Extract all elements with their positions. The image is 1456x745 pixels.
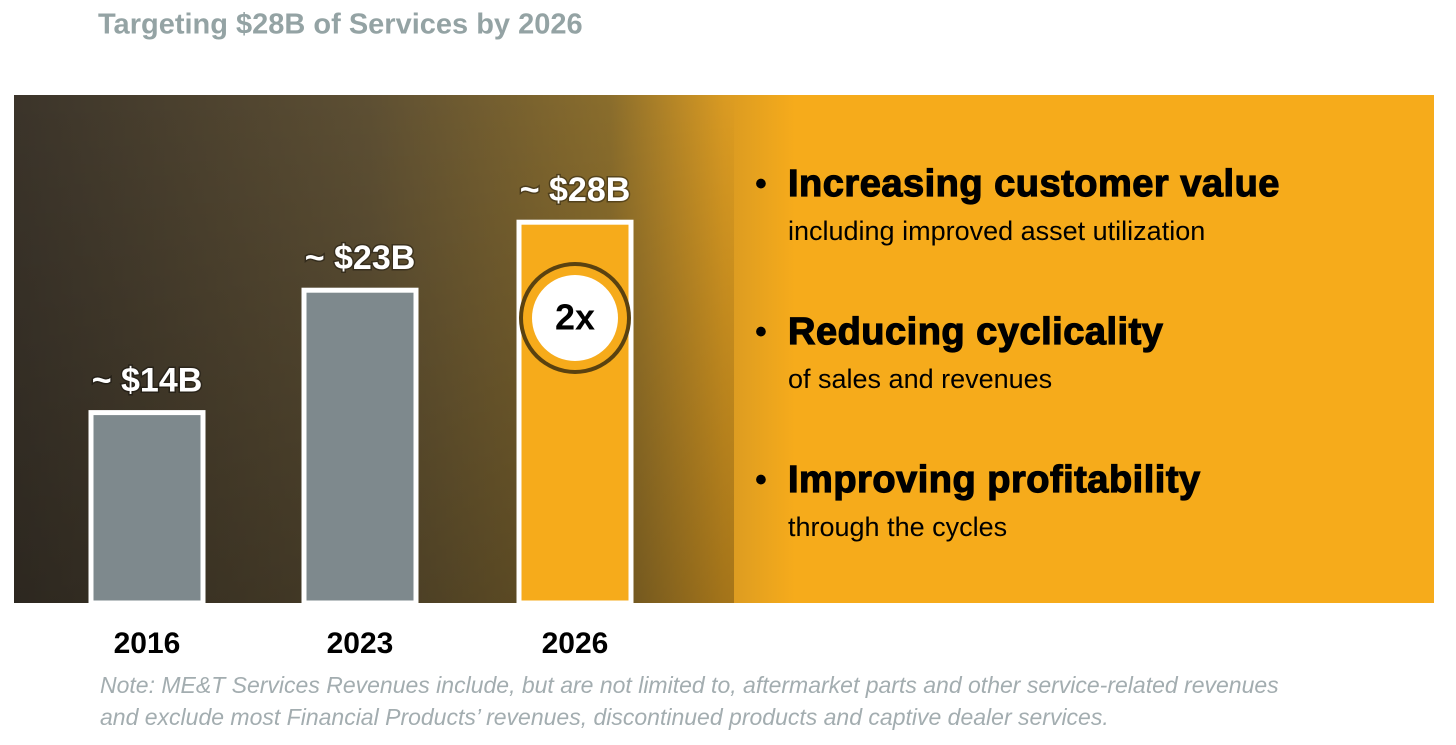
value-label: ~ $14B (92, 362, 203, 400)
bullet-dot: • (755, 313, 767, 351)
bar (301, 287, 419, 606)
value-label: ~ $23B (305, 239, 416, 277)
note-line: and exclude most Financial Products’ rev… (100, 704, 1109, 730)
title: Targeting $28B of Services by 2026 (98, 9, 583, 41)
category-label: 2016 (114, 627, 181, 660)
bullet-heading: Improving profitability (788, 459, 1201, 501)
badge-label: 2x (555, 297, 595, 338)
bullet-heading: Reducing cyclicality (788, 311, 1163, 353)
note-line: Note: ME&T Services Revenues include, bu… (100, 672, 1279, 698)
value-label: ~ $28B (520, 171, 631, 209)
bullet-dot: • (755, 461, 767, 499)
bullet-text: including improved asset utilization (788, 216, 1205, 246)
bullet-text: of sales and revenues (788, 364, 1052, 394)
bar (88, 410, 206, 606)
bullet-dot: • (755, 165, 767, 203)
category-label: 2023 (327, 627, 394, 660)
bullet-text: through the cycles (788, 512, 1007, 542)
bullet-heading: Increasing customer value (788, 163, 1280, 205)
badge (532, 275, 618, 361)
category-label: 2026 (542, 627, 609, 660)
